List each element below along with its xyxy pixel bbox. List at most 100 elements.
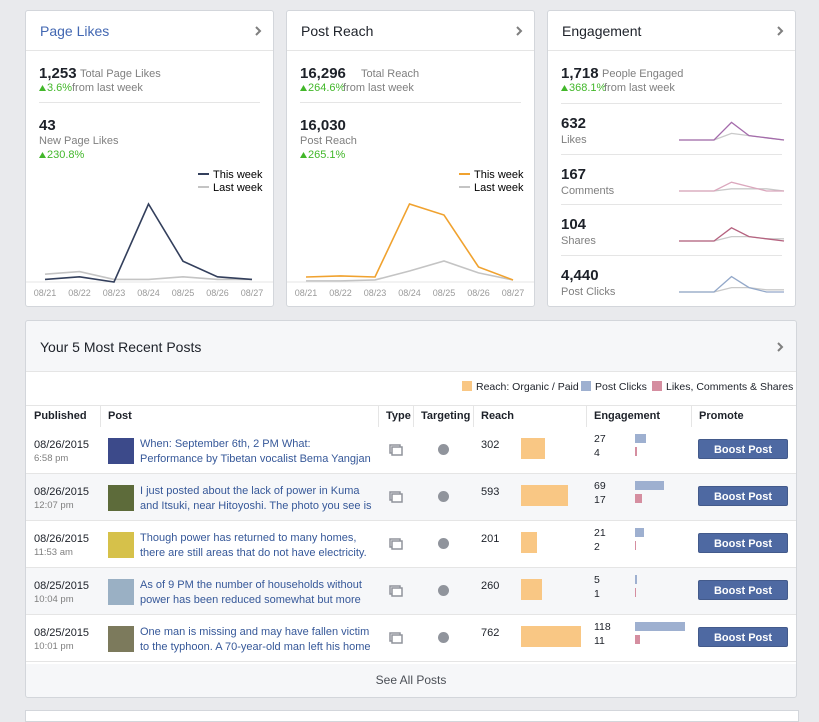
post-clicks-bar: [635, 434, 647, 443]
line-series: [679, 132, 785, 141]
engagement-label: Shares: [561, 235, 596, 247]
column-header: Published: [34, 410, 87, 422]
divider: [300, 102, 521, 103]
type-icon: [389, 538, 403, 550]
up-arrow: [39, 85, 46, 91]
legend-swatch: [462, 381, 472, 391]
change-suffix: from last week: [72, 82, 143, 94]
card-title[interactable]: Engagement: [562, 23, 642, 39]
legend-label: Last week: [474, 182, 524, 194]
boost-button[interactable]: Boost Post: [698, 439, 788, 459]
divider: [26, 50, 273, 51]
sparkline: [679, 181, 785, 192]
divider: [561, 103, 782, 104]
total-change: 264.6%: [308, 82, 346, 94]
line-series: [305, 202, 514, 281]
reach-value: 302: [481, 439, 500, 451]
total-label: Total Reach: [361, 68, 420, 80]
table-row: [26, 474, 796, 521]
boost-button[interactable]: Boost Post: [698, 533, 788, 553]
boost-button[interactable]: Boost Post: [698, 486, 788, 506]
up-arrow: [300, 152, 307, 158]
card-title[interactable]: Page Likes: [40, 23, 110, 39]
metric-change: 230.8%: [47, 149, 85, 161]
total-change: 368.1%: [569, 82, 607, 94]
change-suffix: from last week: [604, 82, 675, 94]
type-icon: [389, 585, 403, 597]
chevron: [777, 26, 784, 36]
type-icon-shape: [391, 493, 403, 503]
engagement-label: Likes: [561, 134, 587, 146]
x-tick-label: 08/21: [295, 288, 318, 298]
post-time: 12:07 pm: [34, 500, 74, 511]
reach-value: 201: [481, 533, 500, 545]
engagement-label: Post Clicks: [561, 285, 616, 298]
reach-bar: [521, 485, 568, 506]
post-text[interactable]: One man is missing and may have fallen v…: [140, 626, 371, 653]
column-header: Engagement: [594, 410, 661, 422]
post-text[interactable]: Though power has returned to many homes,…: [140, 532, 367, 559]
table-row: [26, 427, 796, 474]
legend-label: Last week: [213, 182, 263, 194]
type-icon-shape: [391, 446, 403, 456]
up-arrow-shape: [561, 85, 568, 91]
divider: [561, 153, 782, 155]
total-label: Total Page Likes: [80, 68, 161, 80]
see-all-link[interactable]: See All Posts: [375, 673, 447, 687]
line-series: [679, 286, 784, 293]
chevron-line: [777, 26, 784, 36]
reach-bar: [521, 532, 537, 553]
up-arrow-shape: [300, 152, 307, 158]
lcs-value: 11: [594, 635, 605, 647]
x-tick-label: 08/27: [502, 288, 525, 298]
line-series: [679, 275, 784, 293]
post-thumbnail: [108, 438, 134, 464]
metric-label: Post Reach: [300, 135, 357, 147]
x-tick-label: 08/23: [103, 288, 126, 298]
chevron-line: [255, 26, 262, 36]
chevron: [255, 26, 262, 36]
column-header: Type: [386, 410, 411, 422]
boost-button[interactable]: Boost Post: [698, 580, 788, 600]
post-date: 08/25/2015: [34, 627, 90, 639]
type-icon: [389, 444, 403, 456]
insight-card: Page Likes 1,253 Total Page Likes 3.6% from …: [25, 10, 274, 307]
up-arrow-shape: [39, 85, 46, 91]
legend-label: This week: [474, 169, 524, 181]
post-text[interactable]: As of 9 PM the number of households with…: [140, 579, 362, 606]
line-series: [44, 202, 253, 283]
divider: [39, 102, 260, 103]
boost-button[interactable]: Boost Post: [698, 627, 788, 647]
up-arrow: [300, 85, 307, 91]
up-arrow: [561, 85, 568, 91]
x-tick-label: 08/25: [172, 288, 195, 298]
engagement-card: Engagement 1,718 People Engaged 368.1% from …: [547, 10, 796, 307]
targeting-icon: [438, 632, 449, 643]
engagement-value: 167: [561, 165, 587, 183]
column-header: Promote: [699, 410, 744, 422]
x-tick-label: 08/26: [206, 288, 229, 298]
divider: [548, 50, 795, 51]
divider: [287, 50, 534, 51]
sparkline: [679, 227, 785, 242]
reach-value: 593: [481, 486, 500, 498]
lcs-bar: [635, 494, 643, 503]
x-tick-label: 08/24: [137, 288, 160, 298]
x-tick-label: 08/26: [467, 288, 490, 298]
lcs-bar: [635, 635, 640, 644]
x-tick-label: 08/22: [329, 288, 352, 298]
post-date: 08/26/2015: [34, 486, 90, 498]
card-title[interactable]: Post Reach: [301, 23, 374, 39]
table-row: [26, 568, 796, 615]
x-tick-label: 08/22: [68, 288, 91, 298]
post-text[interactable]: When: September 6th, 2 PM What: Performa…: [140, 438, 371, 465]
reach-bar: [521, 438, 545, 459]
type-icon: [389, 491, 403, 503]
post-text[interactable]: I just posted about the lack of power in…: [140, 485, 372, 512]
total-label: People Engaged: [602, 68, 684, 80]
post-clicks-bar: [635, 481, 664, 490]
post-thumbnail: [108, 532, 134, 558]
reach-value: 762: [481, 627, 500, 639]
